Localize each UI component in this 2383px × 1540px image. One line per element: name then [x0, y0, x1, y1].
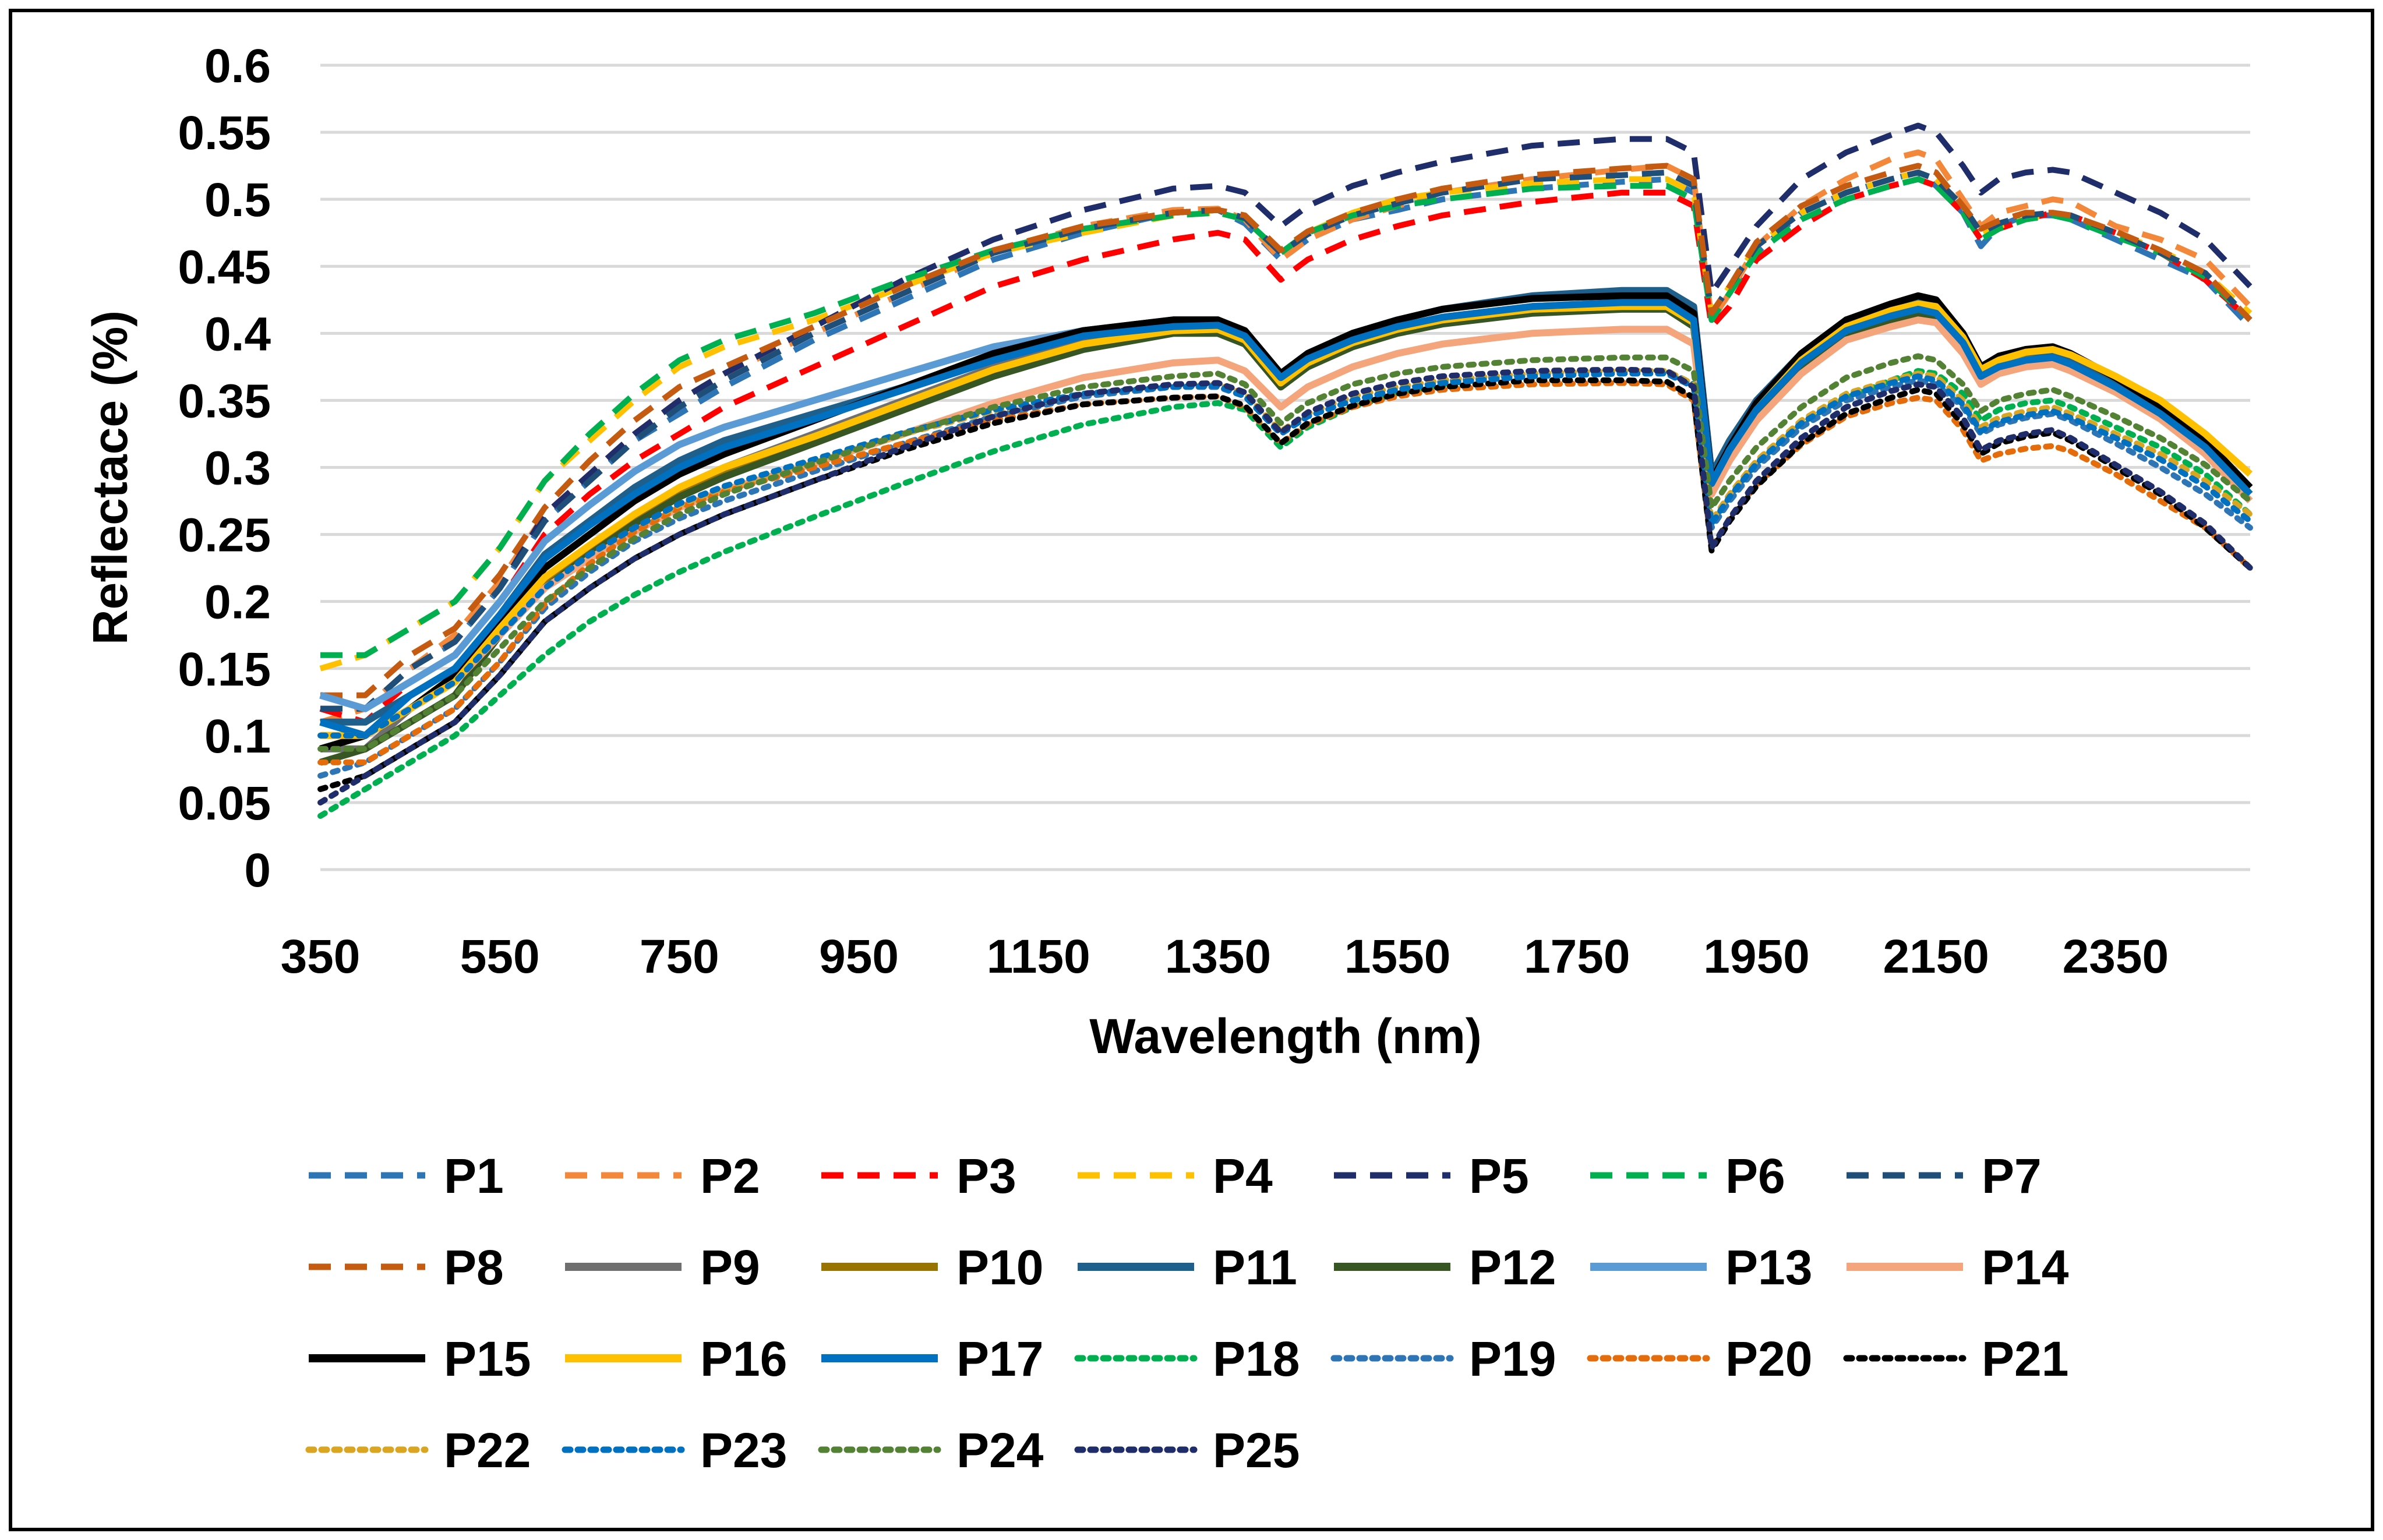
legend-item-p21: P21: [1843, 1331, 2068, 1386]
legend-item-p14: P14: [1847, 1240, 2069, 1295]
series-line-p24: [317, 353, 2253, 752]
legend-item-p3: P3: [821, 1149, 1016, 1203]
legend-item-p1: P1: [309, 1149, 504, 1203]
legend-item-p5: P5: [1334, 1149, 1529, 1203]
legend-item-p11: P11: [1078, 1240, 1297, 1295]
y-tick-label: 0.1: [204, 710, 271, 763]
legend-item-p6: P6: [1590, 1149, 1785, 1203]
legend-item-p17: P17: [821, 1331, 1043, 1386]
legend-item-p23: P23: [562, 1423, 787, 1478]
chart-border: [9, 9, 2374, 1531]
x-tick-label: 2150: [1883, 930, 1989, 983]
legend-label: P17: [956, 1331, 1043, 1386]
legend: P1 P2 P3 P4 P5 P6 P7 P8 P9 P10 P11 P12 P13 P14 P15 P16 P…: [305, 1149, 2069, 1478]
y-axis-title: Reflectace (%): [83, 310, 137, 645]
legend-item-p9: P9: [565, 1240, 760, 1295]
series-line-p5: [320, 122, 2253, 712]
legend-item-p12: P12: [1334, 1240, 1556, 1295]
legend-label: P1: [444, 1149, 504, 1203]
legend-label: P2: [700, 1149, 760, 1203]
y-tick-label: 0.2: [204, 576, 271, 629]
legend-label: P5: [1469, 1149, 1529, 1203]
legend-item-p10: P10: [821, 1240, 1043, 1295]
legend-label: P21: [1982, 1331, 2068, 1386]
legend-item-p8: P8: [309, 1240, 504, 1295]
legend-label: P20: [1725, 1331, 1812, 1386]
legend-item-p7: P7: [1847, 1149, 2042, 1203]
x-tick-label: 350: [281, 930, 361, 983]
y-tick-label: 0.5: [204, 174, 271, 227]
y-tick-label: 0.35: [178, 375, 271, 428]
legend-label: P25: [1213, 1423, 1300, 1478]
legend-label: P19: [1469, 1331, 1556, 1386]
legend-item-p16: P16: [565, 1331, 787, 1386]
x-tick-label: 750: [640, 930, 719, 983]
legend-label: P14: [1982, 1240, 2069, 1295]
y-axis-ticks: 0 0.05 0.1 0.15 0.2 0.25 0.3 0.35 0.4 0.45 0.5 0.55…: [178, 40, 271, 897]
series-line-p18: [317, 368, 2253, 819]
series-line-p8: [320, 163, 2253, 698]
legend-label: P18: [1213, 1331, 1300, 1386]
x-tick-label: 950: [819, 930, 899, 983]
x-tick-label: 1950: [1703, 930, 1809, 983]
series-line-p23: [317, 370, 2253, 739]
legend-label: P22: [444, 1423, 531, 1478]
y-tick-label: 0.25: [178, 509, 271, 562]
x-tick-label: 550: [460, 930, 540, 983]
legend-label: P13: [1725, 1240, 1812, 1295]
series-line-p17: [319, 299, 2253, 739]
x-tick-label: 1750: [1524, 930, 1630, 983]
legend-label: P8: [444, 1240, 504, 1295]
y-tick-label: 0.4: [204, 308, 271, 361]
x-tick-label: 1150: [987, 930, 1090, 983]
legend-label: P4: [1213, 1149, 1273, 1203]
y-tick-label: 0.6: [204, 40, 271, 93]
y-tick-label: 0.3: [204, 442, 271, 495]
legend-item-p22: P22: [305, 1423, 531, 1478]
series-lines: [317, 122, 2253, 819]
y-tick-label: 0.45: [178, 241, 271, 294]
legend-item-p2: P2: [565, 1149, 760, 1203]
legend-label: P15: [444, 1331, 531, 1386]
legend-label: P9: [700, 1240, 760, 1295]
series-line-p25: [317, 366, 2253, 806]
legend-item-p25: P25: [1074, 1423, 1300, 1478]
y-tick-label: 0.05: [178, 777, 271, 830]
gridlines: [320, 63, 2250, 871]
legend-label: P10: [956, 1240, 1043, 1295]
legend-item-p19: P19: [1330, 1331, 1556, 1386]
legend-label: P3: [956, 1149, 1016, 1203]
legend-label: P23: [700, 1423, 787, 1478]
x-tick-label: 2350: [2063, 930, 2169, 983]
legend-label: P16: [700, 1331, 787, 1386]
legend-label: P7: [1982, 1149, 2042, 1203]
legend-item-p20: P20: [1587, 1331, 1812, 1386]
legend-item-p24: P24: [818, 1423, 1044, 1478]
legend-label: P6: [1725, 1149, 1785, 1203]
series-line-p20: [317, 380, 2253, 765]
legend-label: P11: [1213, 1240, 1297, 1295]
legend-label: P24: [956, 1423, 1044, 1478]
x-axis-title: Wavelength (nm): [1089, 1009, 1482, 1064]
legend-item-p15: P15: [309, 1331, 531, 1386]
y-tick-label: 0.55: [178, 107, 271, 160]
y-tick-label: 0.15: [178, 643, 271, 696]
y-tick-label: 0: [244, 844, 271, 897]
legend-item-p18: P18: [1074, 1331, 1300, 1386]
x-tick-label: 1550: [1344, 930, 1450, 983]
legend-label: P12: [1469, 1240, 1556, 1295]
legend-item-p4: P4: [1078, 1149, 1273, 1203]
series-line-p6: [320, 176, 2253, 658]
x-axis-ticks: 350 550 750 950 1150 1350 1550 1750 1950 2150 2350: [281, 930, 2169, 983]
legend-item-p13: P13: [1590, 1240, 1812, 1295]
x-tick-label: 1350: [1165, 930, 1271, 983]
